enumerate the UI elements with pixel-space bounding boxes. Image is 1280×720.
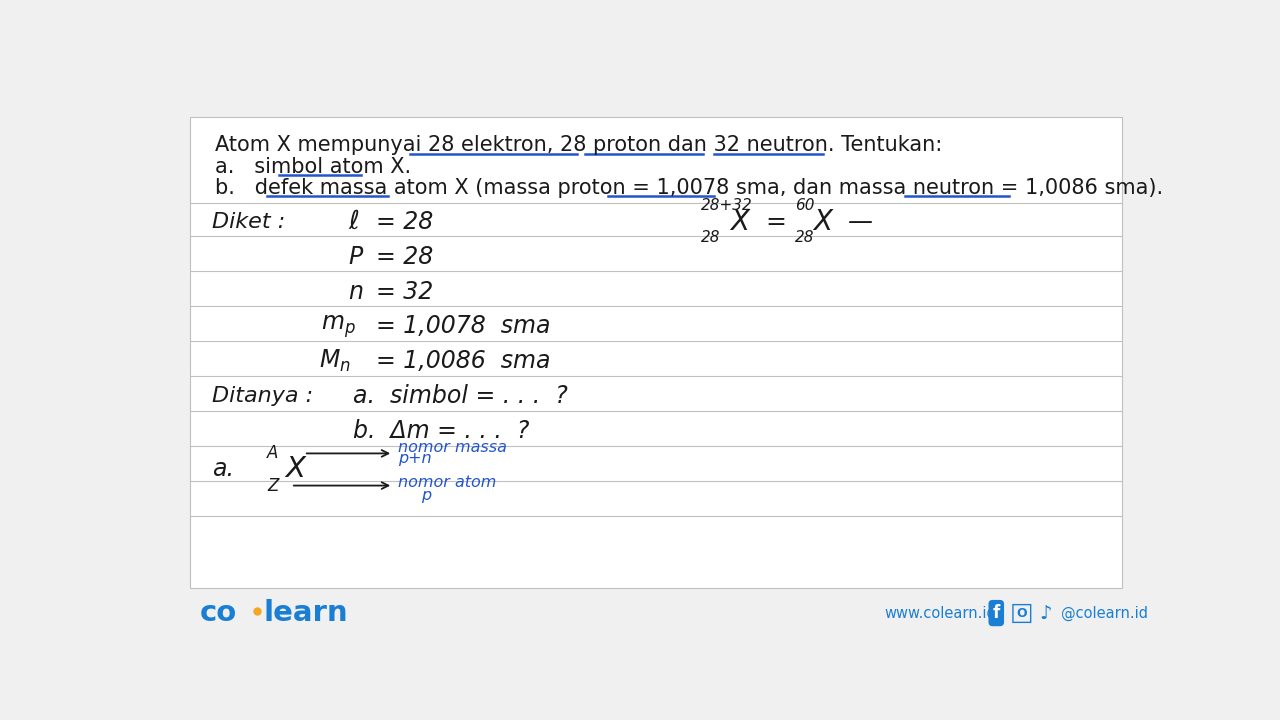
Text: Diket :: Diket : [211,212,285,232]
Text: = 28: = 28 [376,210,434,234]
Text: a.: a. [211,457,233,481]
Text: = 1,0078  sma: = 1,0078 sma [376,315,550,338]
Text: O: O [1016,606,1028,620]
Text: m$_p$: m$_p$ [321,313,356,340]
Text: Z: Z [268,477,279,495]
Text: 60: 60 [795,197,814,212]
Text: f: f [992,604,1000,622]
Text: a.   simbol atom X.: a. simbol atom X. [215,158,411,177]
FancyBboxPatch shape [189,117,1123,588]
Text: —: — [847,210,873,234]
Text: Ditanya :: Ditanya : [211,387,312,406]
Text: 28: 28 [700,230,721,245]
Text: = 1,0086  sma: = 1,0086 sma [376,349,550,374]
Text: www.colearn.id: www.colearn.id [884,606,996,621]
Text: n: n [348,279,364,304]
Text: p+n: p+n [398,451,431,467]
Text: □: □ [1010,601,1034,625]
Text: ♪: ♪ [1039,603,1052,623]
Text: b.   defek massa atom X (massa proton = 1,0078 sma, dan massa neutron = 1,0086 s: b. defek massa atom X (massa proton = 1,… [215,179,1162,199]
Text: co: co [200,599,237,627]
Text: P: P [348,245,362,269]
Text: Atom X mempunyai 28 elektron, 28 proton dan 32 neutron. Tentukan:: Atom X mempunyai 28 elektron, 28 proton … [215,135,942,155]
Text: X: X [813,207,832,235]
Text: nomor massa: nomor massa [398,441,507,455]
Text: 28+32: 28+32 [700,197,753,212]
Text: learn: learn [264,599,348,627]
Text: X: X [285,455,305,483]
Text: = 32: = 32 [376,279,434,304]
Text: M$_n$: M$_n$ [319,348,351,374]
Text: A: A [268,444,279,462]
Text: nomor atom: nomor atom [398,475,497,490]
Text: p: p [421,488,431,503]
Text: X: X [731,207,749,235]
Text: $\ell$: $\ell$ [348,209,360,235]
Text: 28: 28 [795,230,814,245]
Text: @colearn.id: @colearn.id [1061,606,1148,621]
Text: a.  simbol = . . .  ?: a. simbol = . . . ? [353,384,568,408]
Text: = 28: = 28 [376,245,434,269]
Text: =: = [765,210,786,234]
Text: b.  Δm = . . .  ?: b. Δm = . . . ? [353,419,530,444]
